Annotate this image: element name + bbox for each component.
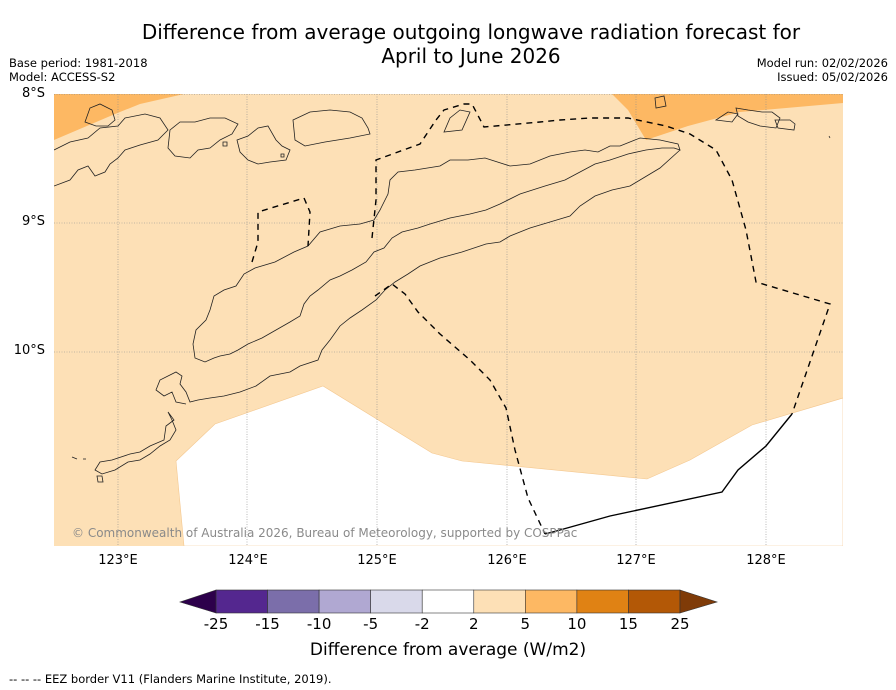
colorbar-tick-label: 15 — [618, 615, 638, 633]
colorbar-segment — [628, 589, 681, 614]
coastline-islet-e — [828, 135, 831, 139]
colorbar-segment — [215, 589, 268, 614]
model-name: Model: ACCESS-S2 — [9, 70, 116, 84]
colorbar-segment — [473, 589, 526, 614]
coastline-flores — [54, 113, 169, 187]
gridlines — [54, 94, 843, 546]
eez-footnote: -- -- -- EEZ border V11 (Flanders Marine… — [9, 672, 332, 686]
title-line-1: Difference from average outgoing longwav… — [141, 20, 801, 44]
coastline-atauro — [443, 109, 471, 133]
colorbar-segment — [318, 589, 371, 614]
coastline-ndao — [96, 475, 104, 483]
issued-date: Issued: 05/02/2026 — [777, 70, 888, 84]
coastline-island-nw — [84, 103, 116, 127]
colorbar-tick-label: 5 — [520, 615, 531, 633]
coastline-lakor — [774, 119, 796, 131]
eez-border-dashed-main — [371, 103, 831, 415]
coastline-rote — [94, 411, 177, 475]
lon-label-123e: 123°E — [98, 553, 138, 568]
lon-label-126e: 126°E — [487, 553, 527, 568]
anomaly-region-5-10-ne — [612, 94, 843, 140]
colorbar-label: Difference from average (W/m2) — [309, 640, 587, 660]
lat-label-8s: 8°S — [21, 86, 45, 101]
lon-label-124e: 124°E — [228, 553, 268, 568]
colorbar-tick-label: 25 — [670, 615, 690, 633]
colorbar-tick-label: -25 — [203, 615, 229, 633]
coastline-small-island-1 — [222, 141, 228, 147]
colorbar-tick-label: -15 — [255, 615, 280, 633]
colorbar-tick-label: -10 — [306, 615, 332, 633]
coastline-timor — [192, 137, 681, 363]
coastline-wetar — [292, 109, 371, 147]
colorbar-over-arrow — [679, 589, 719, 614]
lon-label-127e: 127°E — [616, 553, 656, 568]
colorbar-tick-label: 2 — [468, 615, 479, 633]
coastline-moa — [735, 107, 781, 129]
coastline-small-island-2 — [280, 153, 285, 158]
title-line-2: April to June 2026 — [381, 44, 561, 68]
anomaly-region-5-10-nw — [54, 94, 184, 140]
colorbar-tick-label: 10 — [567, 615, 587, 633]
lon-label-128e: 128°E — [746, 553, 786, 568]
colorbar-segment — [267, 589, 320, 614]
colorbar-segment — [370, 589, 423, 614]
lon-label-125e: 125°E — [357, 553, 397, 568]
meta-right: Model run: 02/02/2026 Issued: 05/02/2026 — [757, 56, 888, 84]
coastline-alor — [167, 117, 239, 159]
base-period: Base period: 1981-2018 — [9, 56, 148, 70]
eez-border — [251, 103, 831, 535]
meta-left: Base period: 1981-2018 Model: ACCESS-S2 — [9, 56, 148, 84]
coastlines — [54, 95, 831, 483]
anomaly-region-neutral — [175, 385, 843, 546]
coastline-kisar — [654, 95, 667, 109]
model-run: Model run: 02/02/2026 — [756, 56, 888, 70]
copyright-notice: © Commonwealth of Australia 2026, Bureau… — [72, 526, 578, 540]
coastline-leti — [714, 111, 739, 123]
colorbar-segment — [525, 589, 578, 614]
coastline-timor-south — [155, 149, 681, 405]
lat-label-10s: 10°S — [13, 343, 45, 358]
coastline-islet-w1 — [71, 456, 78, 460]
colorbar-tick-label: -5 — [363, 615, 379, 633]
coastline-pantar — [236, 125, 291, 165]
chart-title: Difference from average outgoing longwav… — [0, 20, 896, 68]
colorbar-segment — [421, 589, 475, 614]
colorbar-under-arrow — [179, 589, 217, 614]
colorbar-tick-label: -2 — [414, 615, 430, 633]
colorbar-segment — [576, 589, 629, 614]
lat-label-9s: 9°S — [21, 214, 45, 229]
eez-border-solid — [544, 413, 793, 535]
